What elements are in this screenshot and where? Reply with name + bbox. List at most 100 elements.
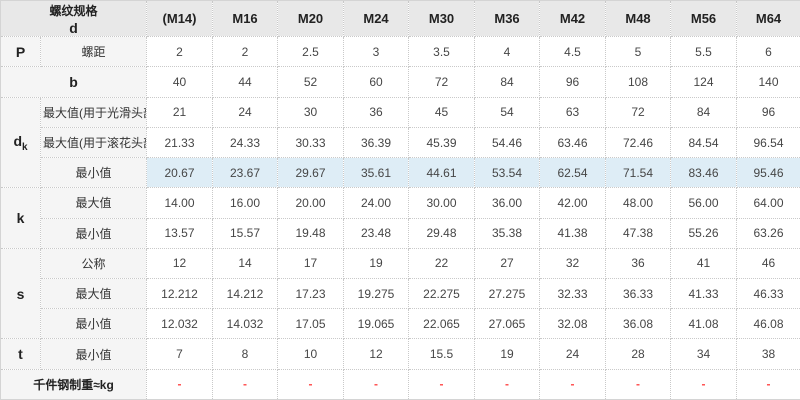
col-header-m64: M64 <box>736 0 800 38</box>
corner-title: 螺纹规格 <box>49 3 98 18</box>
value-cell: 36.00 <box>474 187 541 219</box>
value-cell: 22.065 <box>408 308 476 340</box>
value-cell: 12 <box>146 247 214 280</box>
value-cell: 45 <box>408 96 476 128</box>
value-cell: 19 <box>474 338 541 370</box>
value-cell-dash: - <box>474 368 541 400</box>
value-cell: 83.46 <box>670 157 738 189</box>
value-cell: 20.00 <box>277 187 345 219</box>
value-cell: 95.46 <box>736 157 800 189</box>
value-cell: 5.5 <box>670 36 738 68</box>
value-cell-dash: - <box>408 368 476 400</box>
value-cell-dash: - <box>146 368 214 400</box>
row-dk-max-smooth: dk 最大值(用于光滑头部) 21 24 30 36 45 54 63 72 8… <box>0 96 800 189</box>
value-cell: 3 <box>343 36 410 68</box>
value-cell: 38 <box>736 338 800 370</box>
value-cell: 22 <box>408 247 476 280</box>
value-cell: 19.065 <box>343 308 410 340</box>
row-label-weight: 千件钢制重≈kg <box>0 368 148 400</box>
row-label-dk-max-smooth: 最大值(用于光滑头部) <box>39 96 148 128</box>
value-cell: 36 <box>605 247 672 280</box>
value-cell-dash: - <box>736 368 800 400</box>
col-header-m36: M36 <box>474 0 541 38</box>
value-cell: 27 <box>474 247 541 280</box>
value-cell: 29.48 <box>408 217 476 249</box>
value-cell: 46 <box>736 247 800 280</box>
value-cell-dash: - <box>539 368 607 400</box>
value-cell: 20.67 <box>146 157 214 189</box>
value-cell: 46.33 <box>736 278 800 310</box>
value-cell: 62.54 <box>539 157 607 189</box>
row-label-s-max: 最大值 <box>39 278 148 310</box>
value-cell-dash: - <box>212 368 279 400</box>
row-dk-max-knurl: 最大值(用于滚花头部) 21.33 24.33 30.33 36.39 45.3… <box>1 126 800 159</box>
group-label-t: t <box>0 338 41 370</box>
col-header-m30: M30 <box>408 0 476 38</box>
value-cell: 32.08 <box>539 308 607 340</box>
value-cell: 24 <box>212 96 279 128</box>
col-header-m56: M56 <box>670 0 738 38</box>
value-cell: 36.08 <box>605 308 672 340</box>
row-t-min: t 最小值 7 8 10 12 15.5 19 24 28 34 38 <box>0 338 800 370</box>
value-cell: 32.33 <box>539 278 607 310</box>
col-header-m24: M24 <box>343 0 410 38</box>
value-cell: 56.00 <box>670 187 738 219</box>
value-cell: 21 <box>146 96 214 128</box>
value-cell: 4 <box>474 36 541 68</box>
value-cell: 19.275 <box>343 278 410 310</box>
value-cell: 15.57 <box>212 217 279 249</box>
row-s-nominal: s 公称 12 14 17 19 22 27 32 36 41 46 <box>0 247 800 340</box>
corner-header: 螺纹规格 d <box>0 0 148 38</box>
value-cell: 72.46 <box>605 126 672 159</box>
corner-symbol: d <box>69 19 78 36</box>
value-cell: 42.00 <box>539 187 607 219</box>
group-label-dk: dk <box>0 96 41 189</box>
row-label-k-max: 最大值 <box>39 187 148 219</box>
row-b: b 40 44 52 60 72 84 96 108 124 140 <box>0 66 800 98</box>
row-label-s-nominal: 公称 <box>39 247 148 280</box>
value-cell: 28 <box>605 338 672 370</box>
value-cell: 27.065 <box>474 308 541 340</box>
value-cell: 13.57 <box>146 217 214 249</box>
value-cell: 41.08 <box>670 308 738 340</box>
value-cell: 14.212 <box>212 278 279 310</box>
value-cell: 36.39 <box>343 126 410 159</box>
col-header-m14: (M14) <box>146 0 214 38</box>
value-cell-dash: - <box>277 368 345 400</box>
value-cell: 17 <box>277 247 345 280</box>
row-label-s-min: 最小值 <box>39 308 148 340</box>
value-cell: 140 <box>736 66 800 98</box>
value-cell: 40 <box>146 66 214 98</box>
value-cell: 8 <box>212 338 279 370</box>
col-header-m16: M16 <box>212 0 279 38</box>
value-cell: 63.46 <box>539 126 607 159</box>
value-cell: 35.38 <box>474 217 541 249</box>
value-cell: 14.032 <box>212 308 279 340</box>
value-cell: 71.54 <box>605 157 672 189</box>
value-cell: 36.33 <box>605 278 672 310</box>
value-cell-dash: - <box>605 368 672 400</box>
value-cell: 35.61 <box>343 157 410 189</box>
value-cell: 2 <box>212 36 279 68</box>
dk-subscript: k <box>22 141 28 153</box>
value-cell: 108 <box>605 66 672 98</box>
value-cell: 124 <box>670 66 738 98</box>
value-cell: 72 <box>605 96 672 128</box>
value-cell: 44.61 <box>408 157 476 189</box>
value-cell: 96.54 <box>736 126 800 159</box>
value-cell: 14 <box>212 247 279 280</box>
value-cell: 52 <box>277 66 345 98</box>
value-cell: 54.46 <box>474 126 541 159</box>
value-cell: 34 <box>670 338 738 370</box>
col-header-m42: M42 <box>539 0 607 38</box>
value-cell: 19 <box>343 247 410 280</box>
row-k-min: 最小值 13.57 15.57 19.48 23.48 29.48 35.38 … <box>1 217 800 249</box>
value-cell: 4.5 <box>539 36 607 68</box>
value-cell: 14.00 <box>146 187 214 219</box>
row-s-min: 最小值 12.032 14.032 17.05 19.065 22.065 27… <box>1 308 800 340</box>
row-dk-min-highlighted: 最小值 20.67 23.67 29.67 35.61 44.61 53.54 … <box>1 157 800 189</box>
value-cell: 60 <box>343 66 410 98</box>
value-cell: 44 <box>212 66 279 98</box>
value-cell: 41.38 <box>539 217 607 249</box>
